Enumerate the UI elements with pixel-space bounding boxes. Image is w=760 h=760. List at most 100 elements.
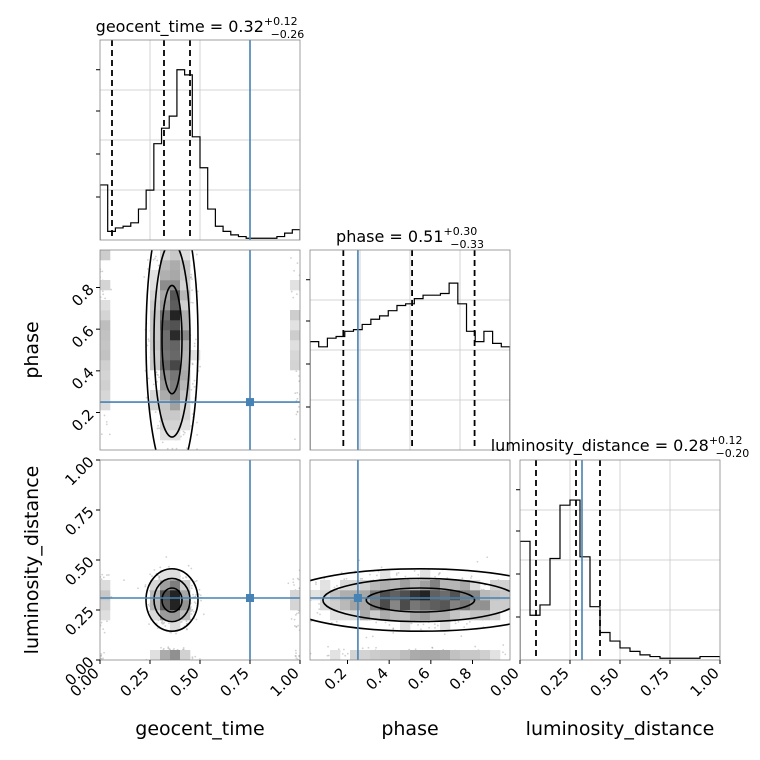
sample-point bbox=[413, 570, 416, 572]
sample-point bbox=[154, 257, 156, 260]
sample-point bbox=[96, 288, 98, 290]
sample-point bbox=[303, 391, 305, 393]
sample-point bbox=[305, 596, 307, 598]
sample-point bbox=[376, 574, 378, 577]
density-cell bbox=[170, 380, 181, 391]
sample-point bbox=[166, 464, 168, 466]
sample-point bbox=[542, 590, 544, 592]
density-cell bbox=[170, 280, 181, 291]
sample-point bbox=[295, 655, 297, 657]
sample-point bbox=[326, 654, 329, 657]
sample-point bbox=[168, 661, 170, 663]
sample-point bbox=[294, 614, 297, 616]
sample-point bbox=[304, 441, 306, 443]
density-cell bbox=[150, 270, 161, 281]
density-cell bbox=[380, 600, 391, 611]
density-cell bbox=[150, 580, 161, 591]
density-cell bbox=[160, 380, 171, 391]
sample-point bbox=[193, 345, 196, 348]
density-cell bbox=[160, 650, 171, 660]
sample-point bbox=[297, 612, 300, 614]
sample-point bbox=[371, 635, 374, 638]
panel-phase-luminosity_distance bbox=[268, 460, 544, 663]
sample-point bbox=[301, 623, 303, 625]
sample-point bbox=[296, 397, 299, 400]
sample-point bbox=[302, 653, 304, 655]
sample-point bbox=[97, 348, 99, 350]
xtick-label-phase: 0.4 bbox=[362, 664, 392, 694]
density-cell bbox=[330, 650, 341, 660]
sample-point bbox=[98, 591, 100, 593]
sample-point bbox=[182, 647, 185, 649]
density-cell bbox=[100, 300, 111, 311]
density-cell bbox=[170, 420, 181, 431]
sample-point bbox=[100, 654, 102, 657]
sample-point bbox=[342, 648, 345, 651]
sample-point bbox=[293, 269, 295, 272]
sample-point bbox=[355, 661, 357, 663]
sample-point bbox=[162, 622, 165, 625]
sample-point bbox=[514, 589, 516, 591]
sample-point bbox=[96, 655, 98, 657]
sample-point bbox=[108, 433, 111, 436]
histogram-phase bbox=[310, 282, 510, 450]
sample-point bbox=[301, 347, 303, 349]
sample-point bbox=[302, 597, 304, 599]
sample-point bbox=[303, 660, 305, 662]
sample-point bbox=[302, 588, 304, 590]
sample-point bbox=[94, 350, 96, 352]
density-cell bbox=[440, 600, 451, 611]
xlabel-phase: phase bbox=[381, 718, 438, 740]
sample-point bbox=[180, 621, 183, 623]
truth-marker bbox=[353, 594, 362, 602]
sample-point bbox=[95, 306, 97, 308]
density-cell bbox=[470, 650, 481, 660]
contour-line bbox=[365, 587, 476, 613]
sample-point bbox=[93, 321, 95, 323]
sample-point bbox=[293, 584, 295, 586]
sample-point bbox=[191, 363, 194, 366]
sample-point bbox=[92, 246, 94, 248]
density-cell bbox=[400, 600, 411, 611]
density-cell bbox=[350, 650, 361, 660]
sample-point bbox=[106, 661, 108, 663]
sample-point bbox=[303, 660, 305, 662]
sample-point bbox=[96, 624, 98, 626]
xtick-label-luminosity_distance: 0.50 bbox=[586, 664, 622, 700]
sample-point bbox=[199, 365, 201, 368]
sample-point bbox=[301, 344, 303, 346]
sample-point bbox=[470, 577, 472, 579]
sample-point bbox=[101, 270, 104, 273]
sample-point bbox=[97, 403, 99, 405]
sample-point bbox=[268, 648, 270, 650]
sample-point bbox=[97, 602, 99, 604]
sample-point bbox=[305, 597, 307, 599]
sample-point bbox=[92, 369, 94, 371]
sample-point bbox=[158, 576, 160, 579]
sample-point bbox=[191, 657, 194, 660]
sample-point bbox=[190, 273, 193, 276]
sample-point bbox=[92, 594, 94, 596]
sample-point bbox=[340, 571, 343, 574]
sample-point bbox=[442, 660, 444, 662]
sample-point bbox=[178, 243, 180, 245]
sample-point bbox=[296, 577, 299, 580]
density-cell bbox=[180, 260, 191, 271]
sample-point bbox=[155, 622, 158, 625]
sample-point bbox=[147, 377, 150, 380]
density-cell bbox=[180, 310, 191, 321]
sample-point bbox=[169, 664, 171, 666]
sample-point bbox=[92, 281, 94, 283]
sample-point bbox=[97, 244, 99, 246]
ytick-label-luminosity_distance: 0.25 bbox=[61, 603, 97, 639]
sample-point bbox=[154, 662, 156, 664]
sample-point bbox=[156, 627, 159, 630]
sample-point bbox=[95, 587, 97, 589]
sample-point bbox=[417, 624, 419, 626]
sample-point bbox=[434, 660, 436, 662]
sample-point bbox=[183, 431, 186, 434]
sample-point bbox=[296, 658, 299, 660]
sample-point bbox=[195, 253, 198, 256]
density-cell bbox=[390, 580, 401, 591]
density-cell bbox=[410, 590, 421, 601]
